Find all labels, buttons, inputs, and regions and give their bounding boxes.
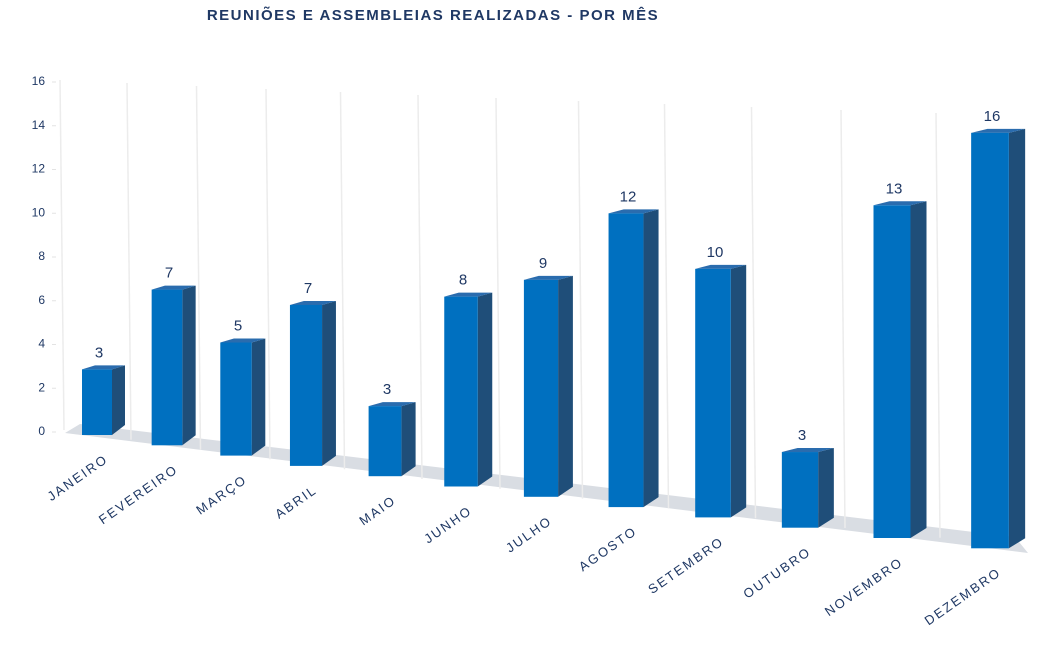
- wall-line: [935, 112, 941, 538]
- bar: [971, 132, 1009, 549]
- x-tick-label: MARÇO: [193, 472, 249, 518]
- bar: [523, 279, 559, 497]
- bar-top: [873, 201, 927, 206]
- y-tick-label: 0: [38, 424, 45, 438]
- value-label: 16: [984, 108, 1001, 125]
- x-tick-label: MAIO: [356, 492, 398, 528]
- bar: [695, 268, 731, 518]
- bar-side: [182, 285, 196, 446]
- bar-side: [818, 448, 834, 528]
- value-label: 12: [620, 188, 637, 205]
- bar: [220, 342, 252, 456]
- wall-line: [663, 103, 670, 509]
- value-label: 3: [798, 427, 806, 444]
- value-label: 10: [707, 244, 724, 261]
- bar-top: [971, 128, 1026, 133]
- x-tick-label: SETEMBRO: [645, 534, 726, 597]
- bar-top: [151, 285, 196, 290]
- bar-top: [608, 209, 659, 214]
- bar-top: [444, 292, 493, 297]
- bar: [368, 406, 402, 477]
- bar-side: [112, 365, 125, 435]
- bar-top: [82, 365, 125, 370]
- wall-line: [750, 106, 757, 519]
- bar-top: [289, 300, 336, 305]
- wall-line: [265, 88, 271, 460]
- bar-top: [368, 402, 416, 407]
- y-tick-label: 6: [38, 293, 45, 307]
- wall-line: [495, 97, 501, 489]
- bar-top: [781, 448, 834, 453]
- y-tick-label: 8: [38, 249, 45, 263]
- bar: [151, 289, 183, 446]
- value-label: 13: [886, 180, 903, 197]
- value-label: 3: [383, 381, 391, 398]
- value-label: 9: [539, 255, 547, 272]
- bar-side: [643, 209, 659, 508]
- bar-side: [477, 292, 493, 487]
- wall-line: [417, 94, 423, 480]
- y-tick-label: 10: [32, 205, 46, 219]
- x-tick-label: FEVEREIRO: [96, 461, 181, 527]
- y-tick-label: 2: [38, 380, 45, 394]
- x-tick-label: OUTUBRO: [740, 544, 813, 602]
- x-tick-label: JANEIRO: [44, 451, 110, 504]
- value-label: 7: [304, 280, 312, 297]
- x-tick-label: ABRIL: [272, 482, 320, 522]
- bar: [873, 205, 911, 538]
- bar: [289, 304, 323, 466]
- bar: [82, 369, 112, 435]
- x-tick-label: NOVEMBRO: [822, 554, 906, 619]
- y-tick-label: 12: [32, 162, 46, 176]
- bar-side: [401, 402, 416, 477]
- bar: [781, 452, 819, 528]
- bar-side: [1008, 128, 1026, 549]
- chart-title: REUNIÕES E ASSEMBLEIAS REALIZADAS - POR …: [207, 6, 659, 24]
- wall-line: [339, 91, 346, 470]
- bar-top: [523, 275, 573, 280]
- x-tick-label: AGOSTO: [576, 523, 640, 574]
- bar-top: [695, 264, 747, 269]
- x-tick-label: JULHO: [503, 513, 555, 555]
- bar-side: [322, 300, 336, 466]
- wall-line: [577, 100, 584, 499]
- bar-side: [910, 201, 927, 538]
- bar-side: [730, 264, 747, 518]
- y-tick-label: 4: [38, 337, 45, 351]
- bar: [444, 296, 478, 487]
- value-label: 8: [459, 272, 467, 289]
- bar: [608, 213, 644, 508]
- x-tick-label: JUNHO: [421, 503, 474, 547]
- y-tick-label: 16: [32, 74, 46, 88]
- value-label: 5: [234, 318, 242, 335]
- x-tick-label: DEZEMBRO: [922, 564, 1004, 628]
- wall-line: [59, 79, 65, 431]
- wall-line: [126, 82, 132, 440]
- value-label: 7: [165, 265, 173, 282]
- bar-side: [251, 338, 266, 456]
- wall-line: [840, 109, 846, 529]
- wall-line: [195, 85, 202, 450]
- y-tick-label: 14: [32, 118, 46, 132]
- bar-side: [558, 275, 573, 497]
- value-label: 3: [95, 344, 103, 361]
- bar-top: [220, 338, 266, 343]
